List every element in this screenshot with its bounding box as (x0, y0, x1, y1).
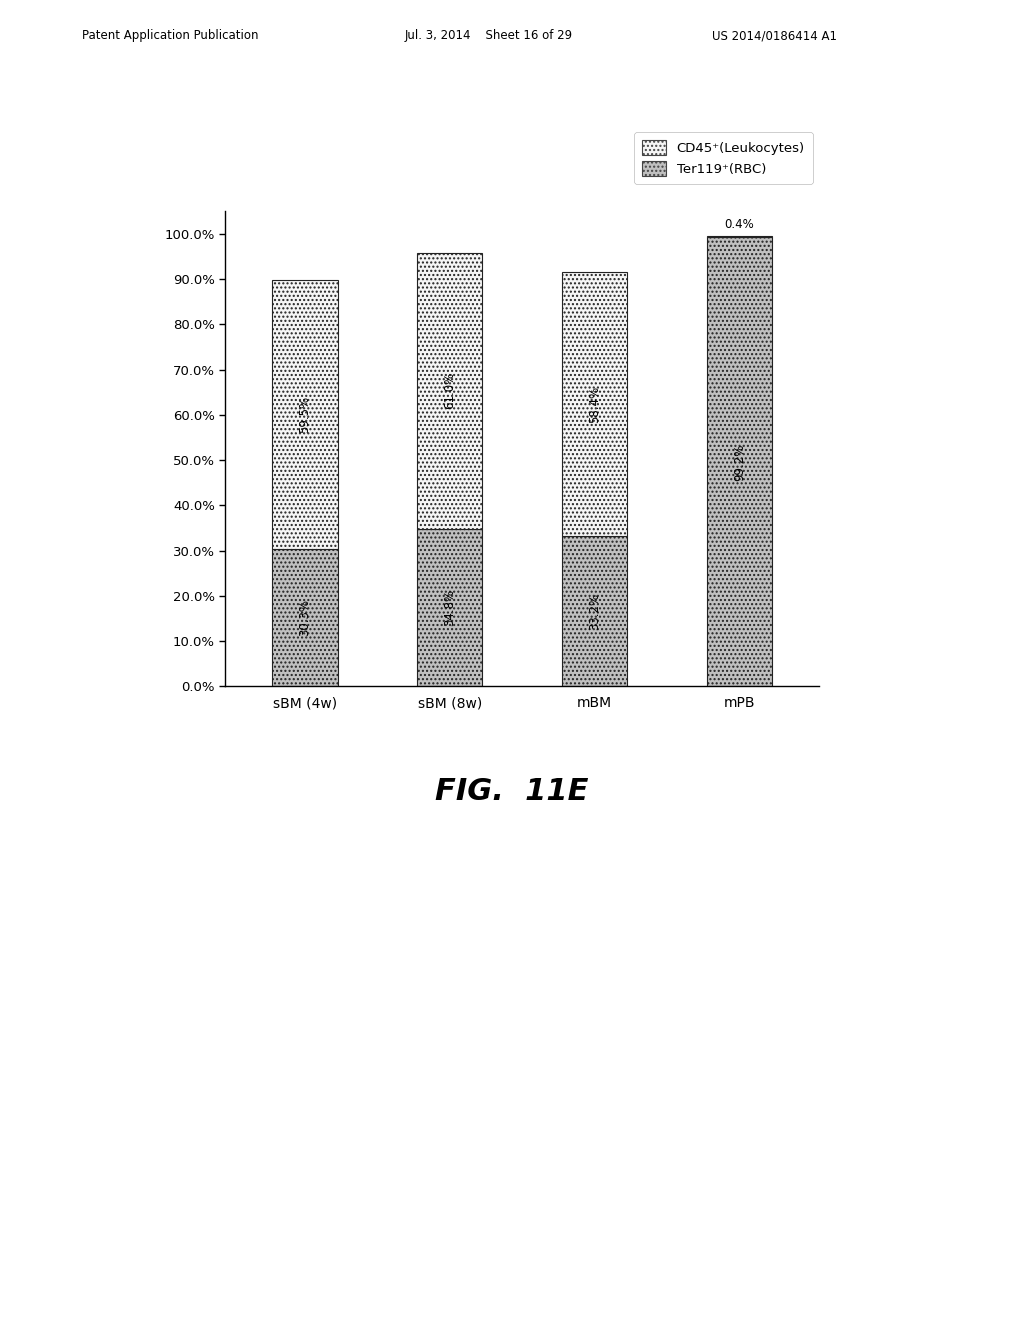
Text: 34.8%: 34.8% (443, 589, 457, 626)
Text: Jul. 3, 2014    Sheet 16 of 29: Jul. 3, 2014 Sheet 16 of 29 (404, 29, 572, 42)
Bar (707, 236, 772, 238)
Bar (707, 238, 772, 686)
Text: 59.5%: 59.5% (298, 396, 311, 433)
Text: FIG.  11E: FIG. 11E (435, 777, 589, 807)
Text: 0.4%: 0.4% (725, 218, 755, 231)
Text: 99.2%: 99.2% (733, 444, 746, 480)
Text: 30.3%: 30.3% (298, 599, 311, 636)
Bar (272, 280, 338, 549)
Bar (562, 272, 628, 536)
Text: 58.4%: 58.4% (588, 385, 601, 422)
Text: Patent Application Publication: Patent Application Publication (82, 29, 258, 42)
Text: US 2014/0186414 A1: US 2014/0186414 A1 (712, 29, 837, 42)
Bar (417, 529, 482, 686)
Text: 33.2%: 33.2% (588, 593, 601, 630)
Bar (272, 549, 338, 686)
Bar (417, 253, 482, 529)
Bar (562, 536, 628, 686)
Text: 61.0%: 61.0% (443, 372, 457, 409)
Legend: CD45⁺(Leukocytes), Ter119⁺(RBC): CD45⁺(Leukocytes), Ter119⁺(RBC) (634, 132, 813, 183)
